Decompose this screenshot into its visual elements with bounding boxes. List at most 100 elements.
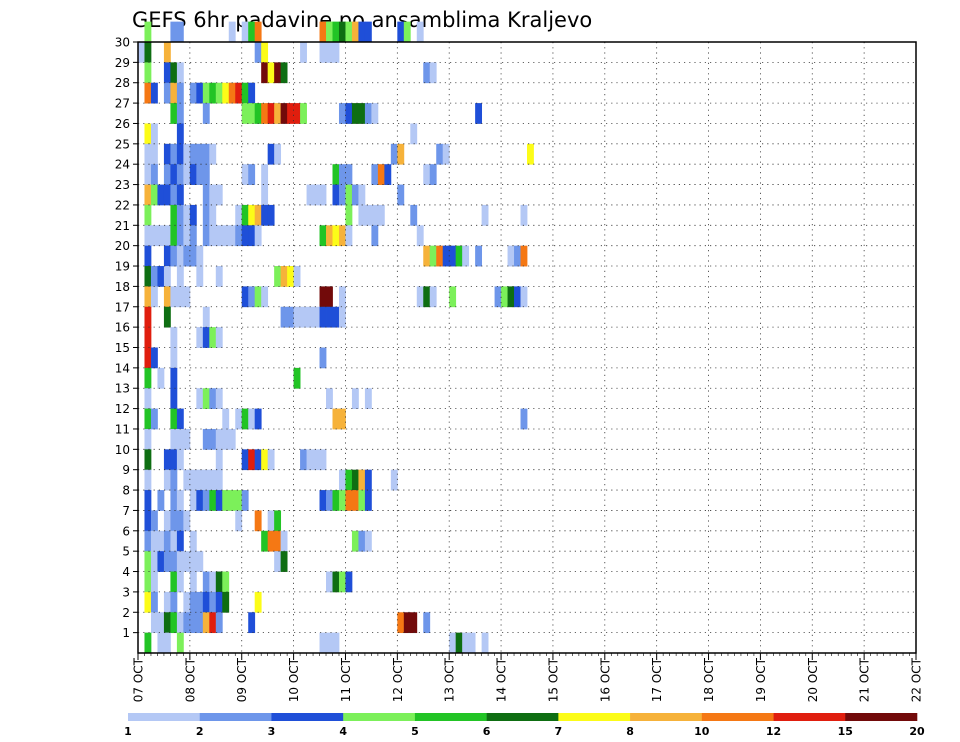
heatmap-cell — [254, 449, 262, 471]
heatmap-cell — [300, 42, 307, 63]
heatmap-cell — [261, 164, 269, 185]
x-tick-label: 14 OCT — [495, 657, 509, 702]
heatmap-cell — [267, 62, 275, 84]
heatmap-cell — [274, 103, 282, 124]
heatmap-cell — [170, 469, 178, 491]
colorbar-label: 8 — [626, 725, 634, 738]
x-tick-label: 09 OCT — [235, 657, 249, 702]
heatmap-cell — [170, 103, 178, 124]
heatmap-cell — [183, 204, 191, 226]
y-tick-label: 5 — [122, 545, 130, 559]
heatmap-cell — [345, 469, 353, 491]
heatmap-cell — [150, 591, 158, 613]
heatmap-cell — [442, 143, 450, 165]
x-tick-label: 13 OCT — [443, 657, 457, 702]
heatmap-cell — [423, 164, 431, 185]
colorbar-label: 20 — [909, 725, 925, 738]
heatmap-cell — [215, 327, 223, 348]
heatmap-cell — [163, 42, 171, 63]
heatmap-cell — [326, 286, 333, 308]
heatmap-cell — [338, 306, 346, 328]
heatmap-cell — [254, 103, 262, 124]
colorbar-segment — [630, 713, 703, 721]
heatmap-cell — [319, 21, 327, 43]
heatmap-cell — [215, 612, 223, 634]
heatmap-cell — [163, 449, 171, 471]
heatmap-cell — [189, 469, 197, 491]
heatmap-cell — [475, 103, 483, 124]
heatmap-cell — [150, 286, 158, 308]
heatmap-cell — [150, 82, 158, 104]
heatmap-cell — [293, 306, 301, 328]
heatmap-cell — [293, 367, 301, 389]
heatmap-cell — [144, 245, 152, 267]
heatmap-cell — [163, 632, 171, 654]
heatmap-cell — [241, 408, 249, 430]
heatmap-cell — [358, 204, 366, 226]
heatmap-cell — [403, 612, 411, 634]
heatmap-cell — [189, 82, 197, 104]
heatmap-cell — [215, 184, 223, 206]
heatmap-cell — [261, 449, 269, 471]
heatmap-cell — [235, 225, 243, 247]
heatmap-cell — [254, 286, 262, 308]
heatmap-cell — [520, 408, 528, 430]
colorbar-label: 15 — [838, 725, 853, 738]
heatmap-cell — [351, 530, 359, 552]
heatmap-cell — [170, 490, 178, 511]
heatmap-cell — [280, 306, 288, 328]
heatmap-cell — [481, 204, 489, 226]
heatmap-cell — [319, 225, 327, 247]
heatmap-cell — [170, 408, 178, 430]
heatmap-cell — [163, 82, 171, 104]
heatmap-cell — [144, 632, 152, 654]
heatmap-cell — [338, 184, 346, 206]
heatmap-cell — [196, 612, 204, 634]
heatmap-cell — [306, 184, 314, 206]
y-tick-label: 27 — [115, 97, 130, 111]
heatmap-cell — [261, 42, 269, 63]
heatmap-cell — [163, 225, 171, 247]
heatmap-cell — [300, 449, 307, 471]
heatmap-cell — [202, 103, 210, 124]
heatmap-cell — [170, 591, 178, 613]
heatmap-cell — [196, 245, 204, 267]
heatmap-cell — [274, 143, 282, 165]
heatmap-cell — [196, 266, 204, 287]
heatmap-cell — [144, 42, 152, 63]
x-tick-label: 10 OCT — [287, 657, 301, 702]
y-tick-label: 23 — [115, 178, 130, 192]
heatmap-cell — [410, 123, 418, 145]
colorbar-label: 1 — [124, 725, 132, 738]
heatmap-cell — [351, 490, 359, 511]
heatmap-cell — [183, 143, 191, 165]
heatmap-cell — [455, 245, 463, 267]
heatmap-cell — [183, 225, 191, 247]
heatmap-cell — [144, 490, 152, 511]
heatmap-cell — [358, 530, 366, 552]
heatmap-cell — [397, 184, 405, 206]
heatmap-cell — [222, 490, 230, 511]
colorbar-segment — [271, 713, 344, 721]
heatmap-cell — [157, 184, 165, 206]
heatmap-cell — [215, 225, 223, 247]
heatmap-cell — [222, 571, 230, 593]
x-tick-label: 22 OCT — [910, 657, 924, 702]
x-tick-label: 15 OCT — [546, 657, 560, 702]
colorbar-segment — [343, 713, 416, 721]
heatmap-cell — [261, 103, 269, 124]
heatmap-cell — [338, 286, 346, 308]
heatmap-cell — [157, 551, 165, 572]
heatmap-cell — [202, 184, 210, 206]
heatmap-cell — [261, 62, 269, 84]
heatmap-cell — [377, 204, 385, 226]
y-tick-label: 18 — [115, 280, 130, 294]
heatmap-cell — [228, 82, 236, 104]
y-tick-label: 25 — [115, 137, 130, 151]
heatmap-cell — [176, 632, 184, 654]
heatmap-cell — [202, 388, 210, 409]
colorbar-segment — [414, 713, 487, 721]
heatmap-cell — [423, 286, 431, 308]
heatmap-cell — [189, 204, 197, 226]
colorbar-legend: 1 2 3 4 5 6 7 8 10 12 15 20 — [124, 713, 925, 738]
